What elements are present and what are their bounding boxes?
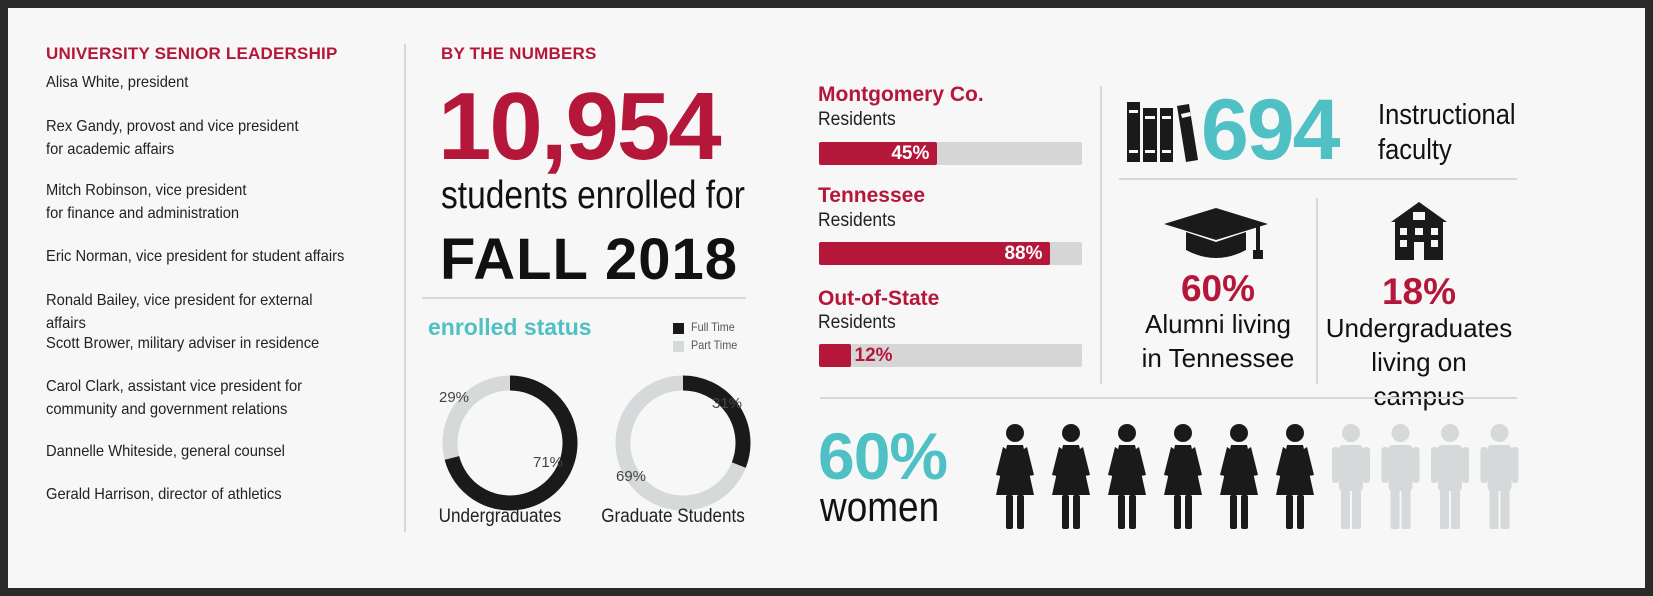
leader-line: for finance and administration (46, 205, 240, 222)
enrolled-status-title: enrolled status (428, 314, 592, 340)
oncampus-label: Undergraduates living on campus (1324, 311, 1514, 413)
bar-track: 12% (819, 344, 1082, 367)
region-name: Out-of-State (818, 287, 940, 310)
bar-fill-tennessee (819, 242, 1051, 265)
leader-line: Mitch Robinson, vice president (46, 182, 247, 199)
region-sub: Residents (818, 210, 896, 231)
numbers-title: BY THE NUMBERS (441, 44, 597, 63)
leader-item: Gerald Harrison, director of athletics (46, 483, 350, 506)
leader-line: Carol Clark, assistant vice president fo… (46, 378, 303, 395)
region-sub: Residents (818, 109, 896, 130)
oncampus-label-line: living on campus (1371, 347, 1467, 411)
woman-icon (1052, 424, 1090, 529)
undergrad-parttime-label: 29% (439, 389, 470, 406)
donut-slice-part-time (442, 375, 511, 460)
woman-icon (1276, 424, 1314, 529)
leader-line: Ronald Bailey, vice president for extern… (46, 292, 313, 332)
house-icon (1391, 202, 1447, 260)
divider (422, 297, 746, 299)
leader-item: Carol Clark, assistant vice president fo… (46, 375, 350, 421)
donut-slice-full-time (682, 375, 751, 468)
man-icon (1480, 424, 1519, 529)
bar-track: 45% (819, 142, 1082, 165)
woman-icon (1164, 424, 1202, 529)
leader-line: Gerald Harrison, director of athletics (46, 486, 282, 503)
enrollment-count: 10,954 (438, 73, 722, 180)
women-label: women (820, 483, 940, 530)
region-sub: Residents (818, 312, 896, 333)
donut-graduate (615, 375, 751, 511)
leader-item: Rex Gandy, provost and vice president for… (46, 115, 350, 161)
alumni-label-line: Alumni living (1145, 309, 1291, 339)
legend-label-parttime: Part Time (691, 338, 738, 352)
woman-icon (1220, 424, 1258, 529)
woman-icon (1108, 424, 1146, 529)
leader-line: for academic affairs (46, 141, 175, 158)
leader-item: Ronald Bailey, vice president for extern… (46, 289, 350, 335)
grad-caption: Graduate Students (601, 506, 745, 527)
undergrad-fulltime-label: 71% (533, 454, 564, 471)
bar-fill-outofstate (819, 344, 851, 367)
leader-item: Alisa White, president (46, 71, 350, 94)
leader-item: Dannelle Whiteside, general counsel (46, 440, 350, 463)
grad-fulltime-label: 31% (712, 395, 743, 412)
leader-item: Scott Brower, military adviser in reside… (46, 332, 350, 355)
donut-charts (442, 375, 751, 511)
women-value: 60% (818, 419, 948, 493)
donut-undergraduates (442, 375, 578, 511)
oncampus-label-line: Undergraduates (1325, 313, 1513, 343)
divider (1100, 86, 1102, 384)
leader-line: Rex Gandy, provost and vice president (46, 118, 299, 135)
oncampus-value: 18% (1381, 271, 1457, 312)
woman-icon (996, 424, 1034, 529)
leader-item: Eric Norman, vice president for student … (46, 245, 350, 268)
leader-line: Alisa White, president (46, 74, 189, 91)
faculty-label: Instructional faculty (1378, 98, 1516, 168)
leader-line: Dannelle Whiteside, general counsel (46, 443, 285, 460)
donut-slice-full-time (444, 375, 578, 511)
bar-track: 88% (819, 242, 1082, 265)
bar-label: 45% (891, 143, 930, 164)
region-name: Montgomery Co. (818, 83, 984, 106)
people-icons (996, 424, 1519, 529)
faculty-count: 694 (1201, 82, 1340, 178)
bar-fill-montgomery (819, 142, 938, 165)
graduation-cap-icon (1164, 208, 1268, 259)
bar-label: 88% (1004, 243, 1043, 264)
leadership-title: UNIVERSITY SENIOR LEADERSHIP (46, 44, 338, 63)
faculty-label-line: faculty (1378, 134, 1452, 166)
man-icon (1381, 424, 1420, 529)
enrollment-text: students enrolled for (441, 174, 745, 217)
legend-swatch-fulltime (673, 323, 684, 334)
leader-line: Scott Brower, military adviser in reside… (46, 335, 320, 352)
legend-swatch-parttime (673, 341, 684, 352)
legend-label-fulltime: Full Time (691, 320, 735, 334)
alumni-value: 60% (1180, 268, 1256, 309)
leader-line: Eric Norman, vice president for student … (46, 248, 345, 265)
man-icon (1332, 424, 1370, 529)
region-name: Tennessee (818, 184, 925, 207)
divider (1316, 198, 1318, 384)
donut-slice-part-time (615, 375, 746, 511)
divider (820, 397, 1517, 399)
alumni-label: Alumni living in Tennessee (1128, 307, 1308, 375)
leader-item: Mitch Robinson, vice president for financ… (46, 179, 350, 225)
books-icon (1127, 102, 1198, 162)
divider (404, 44, 406, 532)
bar-label: 12% (854, 345, 893, 366)
alumni-label-line: in Tennessee (1141, 343, 1295, 373)
divider (1119, 178, 1517, 180)
infographic-card: UNIVERSITY SENIOR LEADERSHIP Alisa White… (8, 8, 1645, 588)
faculty-label-line: Instructional (1378, 99, 1516, 131)
enrollment-term: FALL 2018 (440, 227, 739, 292)
man-icon (1431, 424, 1469, 529)
leader-line: community and government relations (46, 401, 288, 418)
undergrad-caption: Undergraduates (438, 506, 562, 527)
grad-parttime-label: 69% (616, 468, 647, 485)
